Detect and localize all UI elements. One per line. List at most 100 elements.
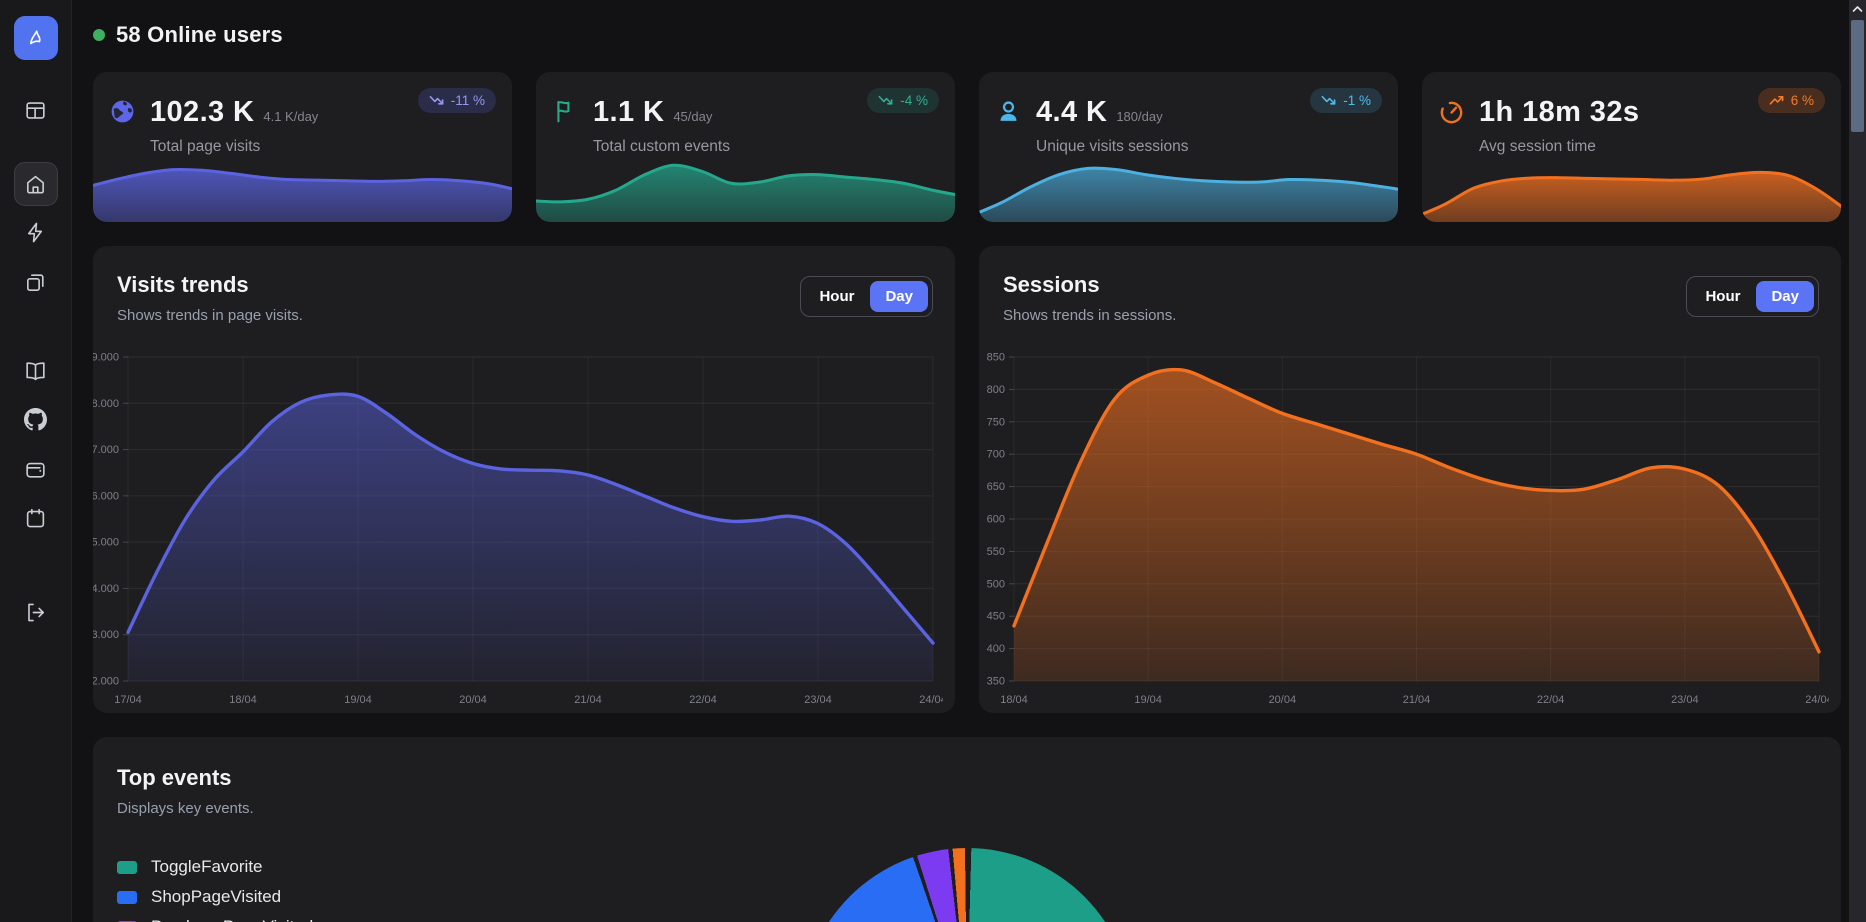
globe-icon (111, 100, 134, 123)
spark-fill (536, 165, 955, 222)
day-toggle-button[interactable]: Day (870, 281, 928, 312)
sidebar-item-github[interactable] (14, 397, 58, 441)
trend-badge: 6 % (1757, 88, 1825, 113)
legend-label: ShopPageVisited (151, 887, 282, 906)
book-open-icon (26, 361, 45, 380)
stat-card-session-time: 1h 18m 32s Avg session time 6 % (1422, 72, 1841, 222)
trend-badge-value: -11 % (450, 93, 485, 108)
y-tick-label: 750 (987, 416, 1005, 428)
sidebar-item-docs[interactable] (14, 348, 58, 392)
visits-trends-card: Visits trends Shows trends in page visit… (93, 246, 955, 713)
top-events-pie-chart (801, 848, 1133, 922)
y-tick-label: 700 (987, 449, 1005, 461)
user-icon (1000, 101, 1017, 121)
spark-line (1422, 170, 1841, 216)
hour-toggle-button[interactable]: Hour (805, 281, 868, 312)
top-events-card: Top events Displays key events. ToggleFa… (93, 737, 1841, 922)
y-tick-label: 6.000 (93, 490, 119, 502)
day-toggle-button[interactable]: Day (1756, 281, 1814, 312)
area-fill (1014, 369, 1819, 681)
stat-value: 1h 18m 32s (1479, 96, 1640, 128)
spark-fill (1422, 172, 1841, 222)
sidebar-item-events[interactable] (14, 210, 58, 254)
stat-value: 1.1 K (593, 96, 665, 128)
y-tick-label: 800 (987, 384, 1005, 396)
layout-panels-icon (26, 101, 45, 119)
scrollbar-thumb[interactable] (1851, 20, 1864, 132)
legend-label: ToggleFavorite (151, 857, 263, 876)
top-events-subtitle: Displays key events. (117, 800, 254, 817)
area-line (1012, 367, 1821, 654)
x-tick-label: 22/04 (689, 694, 717, 706)
pie-legend: ToggleFavorite ShopPageVisited PurchaseP… (117, 857, 313, 922)
trend-badge-value: -1 % (1343, 93, 1371, 108)
x-tick-label: 23/04 (804, 694, 832, 706)
legend-item[interactable]: ShopPageVisited (117, 887, 313, 907)
stat-value: 102.3 K (150, 96, 255, 128)
y-tick-label: 4.000 (93, 583, 119, 595)
y-tick-label: 600 (987, 514, 1005, 526)
home-icon (27, 175, 44, 194)
trend-badge-value: 6 % (1790, 93, 1814, 108)
lightning-bolt-icon (27, 222, 43, 242)
x-tick-label: 22/04 (1537, 694, 1565, 706)
legend-swatch (117, 920, 137, 922)
y-tick-label: 7.000 (93, 444, 119, 456)
trending-down-icon (1321, 95, 1336, 105)
visits-trends-chart: 2.000 3.000 4.000 5.000 6.000 7.000 8.000 9.000… (93, 352, 943, 707)
x-tick-label: 23/04 (1671, 694, 1699, 706)
hour-toggle-button[interactable]: Hour (1691, 281, 1754, 312)
spark-line (93, 167, 512, 191)
y-tick-label: 650 (987, 481, 1005, 493)
sidebar-item-logout[interactable] (14, 590, 58, 634)
logout-icon (28, 603, 44, 621)
chart-subtitle: Shows trends in page visits. (117, 307, 303, 324)
legend-item[interactable]: ToggleFavorite (117, 857, 313, 877)
area-fill (128, 394, 933, 681)
calendar-icon (26, 508, 45, 527)
sidebar-item-calendar[interactable] (14, 496, 58, 540)
x-tick-label: 20/04 (1269, 694, 1297, 706)
y-tick-label: 350 (987, 676, 1005, 688)
spark-fill (93, 169, 512, 222)
wallet-icon (26, 462, 45, 478)
chart-subtitle: Shows trends in sessions. (1003, 307, 1177, 324)
y-tick-label: 850 (987, 352, 1005, 364)
page-visits-sparkline (93, 167, 512, 222)
chart-title: Visits trends (117, 272, 249, 297)
trending-up-icon (1769, 95, 1784, 105)
stat-rate: 4.1 K/day (263, 109, 319, 124)
y-tick-label: 8.000 (93, 398, 119, 410)
copy-icon (27, 273, 44, 291)
y-tick-label: 450 (987, 611, 1005, 623)
x-tick-label: 19/04 (1134, 694, 1162, 706)
chart-title: Sessions (1003, 272, 1100, 297)
x-tick-label: 17/04 (114, 694, 142, 706)
y-tick-label: 550 (987, 546, 1005, 558)
scrollbar-up-arrow[interactable] (1849, 2, 1866, 16)
scrollbar[interactable] (1849, 0, 1866, 922)
legend-item[interactable]: PurchasePageVisited (117, 917, 313, 922)
spark-fill (979, 168, 1398, 222)
stat-card-page-visits: 102.3 K 4.1 K/day Total page visits -11 … (93, 72, 512, 222)
github-icon (24, 407, 47, 430)
stat-card-custom-events: 1.1 K 45/day Total custom events -4 % (536, 72, 955, 222)
x-tick-label: 21/04 (1403, 694, 1431, 706)
online-users-label: 58 Online users (116, 22, 283, 47)
y-tick-label: 5.000 (93, 537, 119, 549)
sidebar-item-home[interactable] (13, 162, 58, 206)
sidebar-item-billing[interactable] (14, 447, 58, 491)
stat-value: 4.4 K (1036, 96, 1108, 128)
session-time-sparkline (1422, 170, 1841, 222)
sidebar-item-overview[interactable] (14, 88, 58, 132)
online-status-dot (93, 29, 105, 41)
trending-down-icon (878, 95, 893, 105)
legend-swatch (117, 860, 137, 874)
app-logo[interactable] (13, 16, 58, 60)
interval-toggle: Hour Day (1686, 276, 1819, 317)
sidebar-item-pages[interactable] (14, 260, 58, 304)
spark-line (536, 163, 955, 204)
unique-visits-sparkline (979, 166, 1398, 222)
top-events-title: Top events (117, 765, 232, 790)
